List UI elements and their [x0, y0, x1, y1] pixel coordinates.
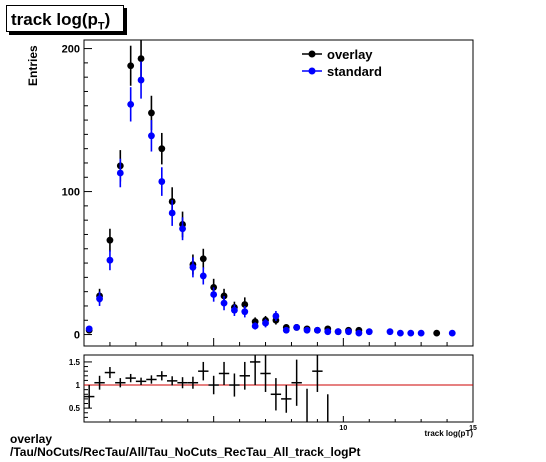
data-point	[303, 326, 311, 334]
main-plot-series	[85, 40, 456, 337]
data-point	[96, 295, 103, 303]
data-point	[334, 328, 342, 336]
legend-overlay-label: overlay	[327, 47, 373, 62]
legend-overlay-marker	[308, 50, 316, 58]
data-point	[199, 255, 207, 263]
legend: overlay standard	[302, 47, 382, 79]
ratio-y-tick-label: 1.5	[69, 358, 81, 367]
ratio-x-tick-label: 15	[469, 425, 477, 432]
data-point	[127, 62, 135, 70]
data-point	[282, 326, 290, 334]
histogram-title: track log(pT)	[6, 5, 124, 32]
data-point	[137, 76, 145, 84]
data-point	[314, 326, 321, 334]
data-point	[127, 100, 135, 108]
ratio-y-tick-label: 1	[76, 381, 81, 390]
data-point	[417, 329, 425, 337]
data-point	[251, 322, 259, 330]
footer-line-1: overlay	[10, 432, 53, 446]
data-point	[106, 236, 114, 244]
data-point	[448, 329, 456, 337]
data-point	[433, 329, 441, 337]
ratio-x-axis: 10 15	[109, 416, 477, 432]
legend-standard-label: standard	[327, 64, 382, 79]
data-point	[116, 169, 124, 177]
data-point	[262, 319, 269, 327]
data-point	[241, 301, 249, 308]
main-y-axis-label: Entries	[26, 45, 40, 86]
ratio-x-axis-label: track log(pT)	[425, 429, 474, 438]
ratio-x-tick-label: 10	[339, 425, 347, 432]
data-point	[407, 329, 415, 337]
data-point	[396, 329, 404, 337]
data-point	[199, 272, 207, 280]
title-text: track log(p	[11, 10, 98, 29]
title-close-paren: )	[104, 10, 111, 29]
main-y-tick-label: 200	[62, 44, 80, 56]
data-point	[324, 328, 332, 336]
data-point	[148, 132, 155, 140]
ratio-plot-frame	[83, 354, 474, 423]
data-point	[106, 256, 114, 264]
data-point	[210, 291, 218, 298]
data-point	[179, 225, 186, 233]
series-standard	[85, 61, 456, 337]
data-point	[293, 324, 301, 331]
ratio-y-tick-label: 0.5	[69, 404, 81, 413]
data-point	[272, 312, 280, 320]
data-point	[137, 55, 145, 62]
legend-standard-marker	[308, 67, 316, 75]
title-subscript: T	[97, 20, 105, 33]
main-y-tick-label: 100	[62, 187, 80, 199]
ratio-plot-series	[84, 355, 329, 422]
data-point	[355, 329, 363, 337]
data-point	[386, 328, 394, 336]
data-point	[189, 263, 197, 271]
main-y-axis: 0 100 200	[62, 44, 92, 342]
data-point	[220, 299, 228, 307]
data-point	[241, 308, 249, 316]
data-point	[148, 109, 155, 117]
footer-caption: overlay /Tau/NoCuts/RecTau/All/Tau_NoCut…	[10, 433, 361, 459]
footer-line-2: /Tau/NoCuts/RecTau/All/Tau_NoCuts_RecTau…	[10, 445, 361, 459]
main-x-axis	[109, 338, 448, 346]
series-overlay	[85, 40, 441, 337]
data-point	[365, 328, 373, 336]
main-plot-frame	[83, 39, 474, 347]
main-y-tick-label: 0	[74, 330, 80, 342]
data-point	[345, 328, 352, 336]
data-point	[158, 145, 166, 153]
data-point	[158, 178, 166, 185]
data-point	[168, 209, 176, 217]
data-point	[231, 306, 238, 314]
data-point	[85, 325, 93, 333]
